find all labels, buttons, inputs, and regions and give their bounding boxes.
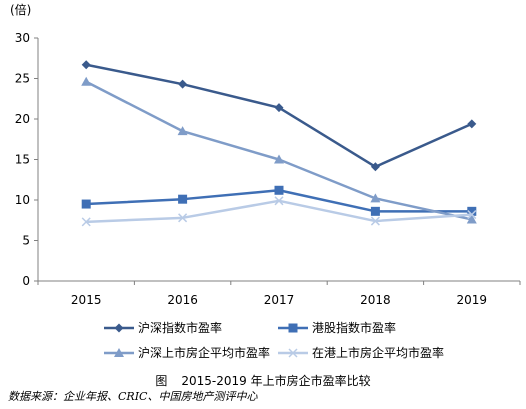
legend-item-2: 港股指数市盈率 [278, 320, 396, 335]
data-point [274, 154, 284, 164]
legend-swatch-marker [288, 323, 298, 333]
legend-item-3: 沪深上市房企平均市盈率 [104, 345, 270, 360]
line-chart: (倍) 0 5 10 15 20 25 30 2015 2016 2017 2018 2019 沪深… [10, 2, 521, 360]
legend-swatch-marker [288, 348, 298, 358]
marker-stroke [370, 216, 380, 226]
y-tick-label: 0 [22, 274, 30, 288]
data-point [178, 194, 188, 204]
figure-label: 图 [155, 374, 168, 388]
y-tick-label: 25 [15, 72, 30, 86]
x-tick-label: 2019 [457, 293, 488, 307]
data-point [370, 206, 380, 216]
y-tick-label: 10 [15, 193, 30, 207]
data-point [81, 60, 91, 70]
data-point [370, 193, 381, 203]
series-4 [81, 196, 477, 227]
x-tick-label: 2018 [360, 293, 391, 307]
data-point [81, 217, 91, 227]
figure-caption: 图 2015-2019 年上市房企市盈率比较 [0, 373, 526, 389]
y-tick-label: 20 [15, 112, 30, 126]
y-tick-label: 15 [15, 153, 30, 167]
series-1 [81, 60, 477, 172]
data-point [467, 206, 477, 216]
x-tick-label: 2015 [71, 293, 102, 307]
marker-stroke [178, 213, 188, 223]
data-point [81, 199, 91, 209]
data-point [274, 103, 284, 113]
figure-title: 2015-2019 年上市房企市盈率比较 [181, 374, 371, 388]
x-tick-label: 2017 [264, 293, 295, 307]
marker-stroke [467, 210, 477, 220]
series-3 [81, 76, 477, 224]
data-point [467, 119, 477, 129]
legend-item-1: 沪深指数市盈率 [104, 320, 222, 335]
legend-label: 沪深指数市盈率 [138, 320, 222, 335]
data-point [274, 196, 284, 206]
data-point [467, 210, 477, 220]
legend-label: 沪深上市房企平均市盈率 [138, 345, 270, 360]
data-point [370, 162, 380, 172]
x-tick-label: 2016 [167, 293, 198, 307]
marker-stroke [274, 196, 284, 206]
data-point [370, 216, 380, 226]
legend-swatch-marker [114, 348, 124, 357]
y-tick-label: 30 [15, 31, 30, 45]
marker-stroke [288, 348, 298, 358]
data-point [177, 126, 188, 136]
legend-item-4: 在港上市房企平均市盈率 [278, 345, 444, 360]
data-point [81, 76, 92, 86]
y-axis: 0 5 10 15 20 25 30 [15, 31, 39, 288]
data-point [178, 79, 188, 89]
series-layer [81, 60, 477, 227]
data-point [274, 185, 284, 195]
x-axis: 2015 2016 2017 2018 2019 [37, 280, 521, 307]
data-source-note: 数据来源：企业年报、CRIC、中国房地产测评中心 [8, 390, 258, 403]
legend-swatch-marker [114, 323, 124, 333]
data-point [178, 213, 188, 223]
series-2 [81, 185, 477, 216]
data-point [466, 214, 477, 224]
y-tick-label: 5 [22, 234, 30, 248]
series-line [85, 63, 473, 169]
legend-label: 港股指数市盈率 [312, 320, 396, 335]
legend-label: 在港上市房企平均市盈率 [312, 345, 444, 360]
marker-stroke [81, 217, 91, 227]
y-axis-unit: (倍) [10, 2, 31, 17]
